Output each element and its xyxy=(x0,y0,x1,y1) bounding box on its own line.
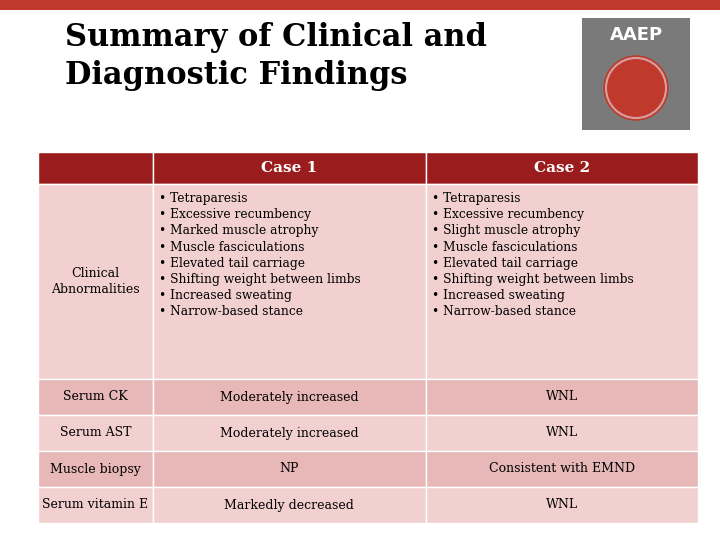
Bar xyxy=(153,451,426,487)
Text: Clinical
Abnormalities: Clinical Abnormalities xyxy=(51,267,140,296)
Bar xyxy=(38,451,153,487)
Bar xyxy=(426,379,698,415)
Circle shape xyxy=(604,56,668,120)
Text: Serum AST: Serum AST xyxy=(60,427,131,440)
Bar xyxy=(38,184,153,379)
Bar xyxy=(153,415,426,451)
Bar xyxy=(153,152,426,184)
Bar xyxy=(153,487,426,523)
Bar xyxy=(426,184,698,379)
Text: Moderately increased: Moderately increased xyxy=(220,427,359,440)
Text: Summary of Clinical and
Diagnostic Findings: Summary of Clinical and Diagnostic Findi… xyxy=(65,22,487,91)
Bar xyxy=(38,487,153,523)
Bar xyxy=(426,415,698,451)
Text: Serum CK: Serum CK xyxy=(63,390,128,403)
Bar xyxy=(426,451,698,487)
Bar xyxy=(38,415,153,451)
Text: WNL: WNL xyxy=(546,390,578,403)
Text: NP: NP xyxy=(279,462,299,476)
Text: • Tetraparesis
• Excessive recumbency
• Slight muscle atrophy
• Muscle fascicula: • Tetraparesis • Excessive recumbency • … xyxy=(431,192,634,319)
Text: Serum vitamin E: Serum vitamin E xyxy=(42,498,148,511)
Text: Muscle biopsy: Muscle biopsy xyxy=(50,462,141,476)
Bar xyxy=(153,184,426,379)
Text: AAEP: AAEP xyxy=(609,26,662,44)
Text: Consistent with EMND: Consistent with EMND xyxy=(489,462,635,476)
Text: WNL: WNL xyxy=(546,427,578,440)
Bar xyxy=(0,0,720,10)
Bar xyxy=(582,18,690,130)
Bar xyxy=(426,152,698,184)
Text: WNL: WNL xyxy=(546,498,578,511)
Bar xyxy=(153,379,426,415)
Text: Case 2: Case 2 xyxy=(534,161,590,175)
Text: Moderately increased: Moderately increased xyxy=(220,390,359,403)
Text: Case 1: Case 1 xyxy=(261,161,318,175)
Text: • Tetraparesis
• Excessive recumbency
• Marked muscle atrophy
• Muscle fascicula: • Tetraparesis • Excessive recumbency • … xyxy=(159,192,361,319)
Bar xyxy=(38,152,153,184)
Text: Markedly decreased: Markedly decreased xyxy=(225,498,354,511)
Bar xyxy=(38,379,153,415)
Bar xyxy=(426,487,698,523)
